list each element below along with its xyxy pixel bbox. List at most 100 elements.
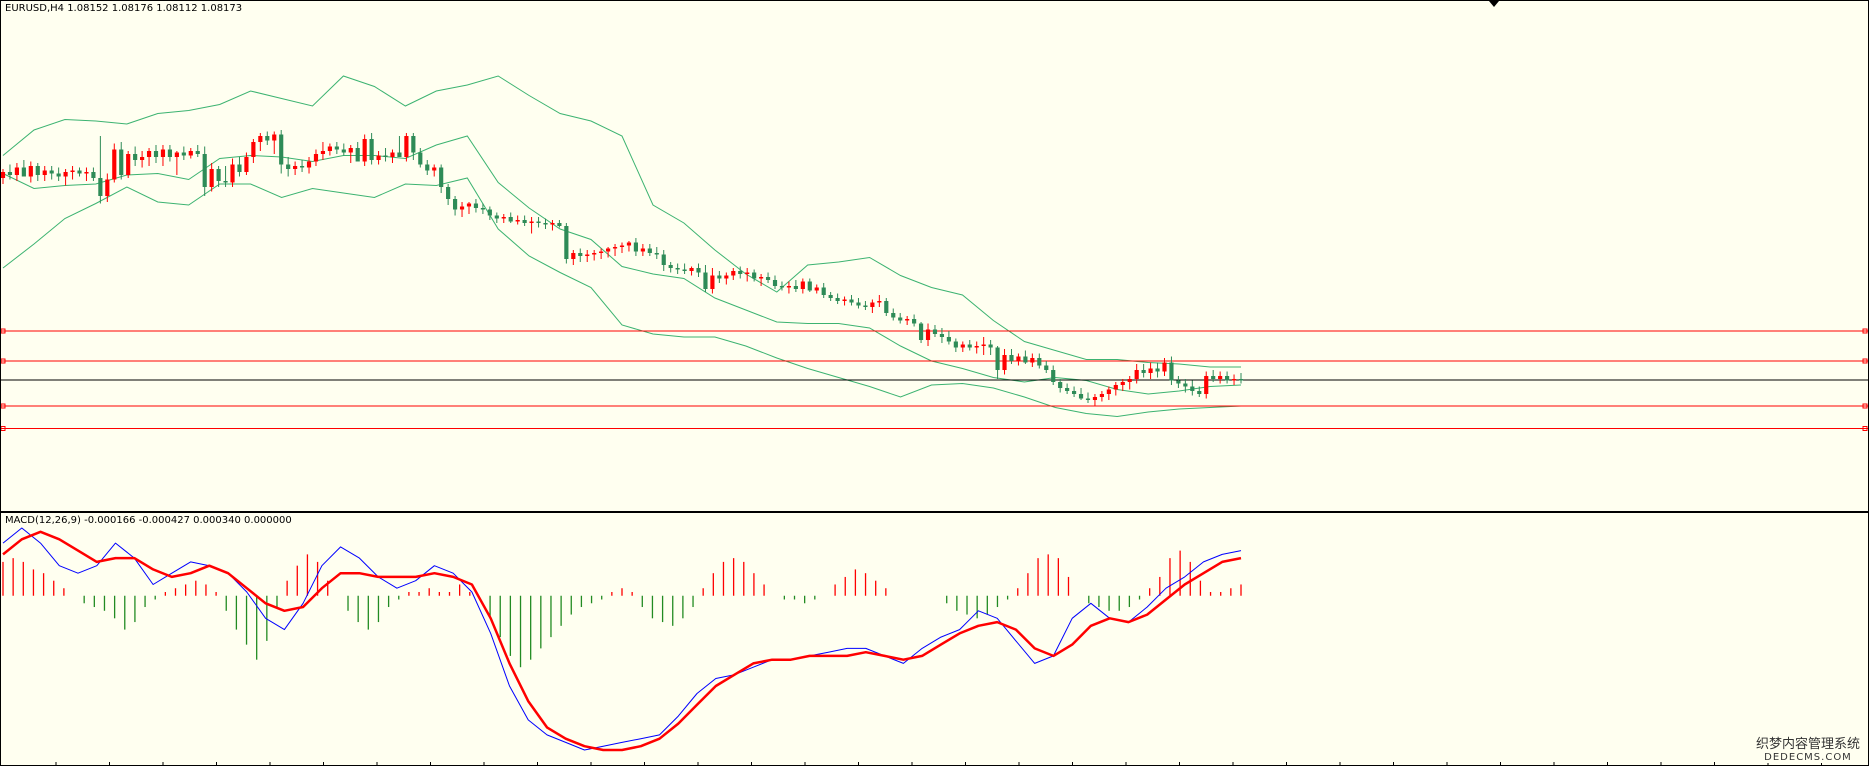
candle-body	[842, 299, 847, 301]
level-handle-left	[1, 403, 6, 409]
candle-body	[501, 217, 506, 219]
candle-body	[1009, 355, 1014, 361]
candle-body	[1078, 394, 1084, 399]
price-chart-canvas[interactable]	[1, 1, 1868, 511]
candle-body	[912, 319, 917, 324]
candle-body	[355, 148, 360, 162]
candle-body	[418, 152, 423, 165]
candle-body	[21, 167, 26, 177]
candle-body	[988, 344, 993, 348]
candle-body	[313, 154, 319, 162]
candle-body	[1092, 397, 1098, 400]
candle-body	[160, 149, 166, 157]
candle-body	[49, 170, 54, 174]
candle-body	[536, 221, 541, 223]
candle-body	[411, 136, 416, 153]
level-handle-left	[1, 358, 6, 364]
candle-body	[1225, 376, 1230, 381]
candle-body	[1120, 382, 1125, 385]
candle-body	[1183, 383, 1188, 387]
candle-body	[870, 302, 875, 307]
macd-pane[interactable]: MACD(12,26,9) -0.000166 -0.000427 0.0003…	[0, 512, 1869, 766]
candle-body	[466, 203, 472, 207]
candle-body	[522, 220, 527, 223]
candle-body	[195, 151, 200, 154]
bollinger-lower-band	[2, 177, 1242, 418]
watermark: 织梦内容管理系统 DEDECMS.COM	[1753, 733, 1862, 763]
candle-body	[1141, 370, 1146, 373]
candle-body	[772, 280, 778, 286]
macd-canvas[interactable]	[1, 513, 1868, 765]
candle-body	[181, 152, 186, 156]
candle-body	[327, 146, 332, 151]
candle-body	[341, 149, 346, 153]
candle-body	[1002, 355, 1007, 370]
candle-body	[1127, 379, 1132, 382]
candle-body	[612, 247, 618, 249]
candle-body	[814, 287, 819, 291]
candle-body	[1030, 358, 1035, 363]
candle-body	[1155, 368, 1160, 372]
level-handle-right	[1862, 403, 1868, 409]
candle-body	[905, 319, 910, 321]
candle-body	[1065, 388, 1070, 391]
candle-body	[146, 151, 152, 157]
candle-body	[1113, 385, 1118, 390]
candle-body	[1044, 365, 1049, 370]
candle-body	[404, 136, 409, 157]
candle-body	[1071, 391, 1077, 394]
candle-body	[265, 136, 270, 141]
candle-body	[70, 170, 75, 172]
candle-body	[293, 166, 298, 169]
candle-body	[793, 286, 798, 289]
candle-body	[119, 149, 124, 175]
candle-body	[167, 149, 173, 157]
candle-body	[1134, 370, 1139, 379]
candle-body	[807, 281, 812, 291]
price-chart-header: EURUSD,H4 1.08152 1.08176 1.08112 1.0817…	[5, 3, 243, 14]
candle-body	[1016, 356, 1021, 361]
candle-body	[592, 253, 597, 255]
candle-body	[849, 299, 854, 303]
candle-body	[272, 134, 277, 141]
candle-body	[828, 295, 833, 298]
candle-body	[918, 323, 924, 340]
level-handle-right	[1862, 328, 1868, 334]
candle-body	[383, 155, 388, 157]
candle-body	[1148, 368, 1153, 373]
candle-body	[334, 146, 339, 150]
candle-body	[432, 167, 437, 171]
candle-body	[244, 157, 249, 172]
price-chart-pane[interactable]: EURUSD,H4 1.08152 1.08176 1.08112 1.0817…	[0, 0, 1869, 512]
candle-body	[1169, 362, 1174, 381]
candle-body	[960, 344, 965, 348]
candle-body	[320, 151, 326, 154]
candle-body	[446, 187, 451, 199]
candle-body	[765, 277, 771, 280]
candle-body	[494, 215, 499, 219]
candle-body	[98, 178, 103, 196]
candle-body	[585, 254, 590, 256]
candle-body	[1204, 376, 1209, 394]
candle-body	[1106, 389, 1111, 394]
candle-body	[898, 317, 903, 321]
candle-body	[306, 161, 312, 168]
candle-body	[578, 253, 583, 256]
bollinger-upper-band	[2, 75, 1241, 368]
candle-body	[1211, 376, 1216, 379]
candle-body	[599, 251, 604, 253]
level-handle-left	[1, 328, 6, 334]
candle-body	[14, 167, 19, 175]
macd-signal-line	[2, 530, 1242, 752]
candle-body	[946, 337, 951, 342]
candle-body	[126, 154, 131, 175]
candle-body	[668, 265, 673, 268]
watermark-en: DEDECMS.COM	[1753, 752, 1862, 763]
candle-body	[738, 271, 743, 274]
candle-body	[1190, 386, 1195, 391]
candle-body	[724, 275, 729, 279]
candle-body	[1051, 370, 1056, 382]
candle-body	[710, 275, 715, 289]
macd-line	[2, 527, 1242, 751]
candle-body	[786, 286, 792, 288]
